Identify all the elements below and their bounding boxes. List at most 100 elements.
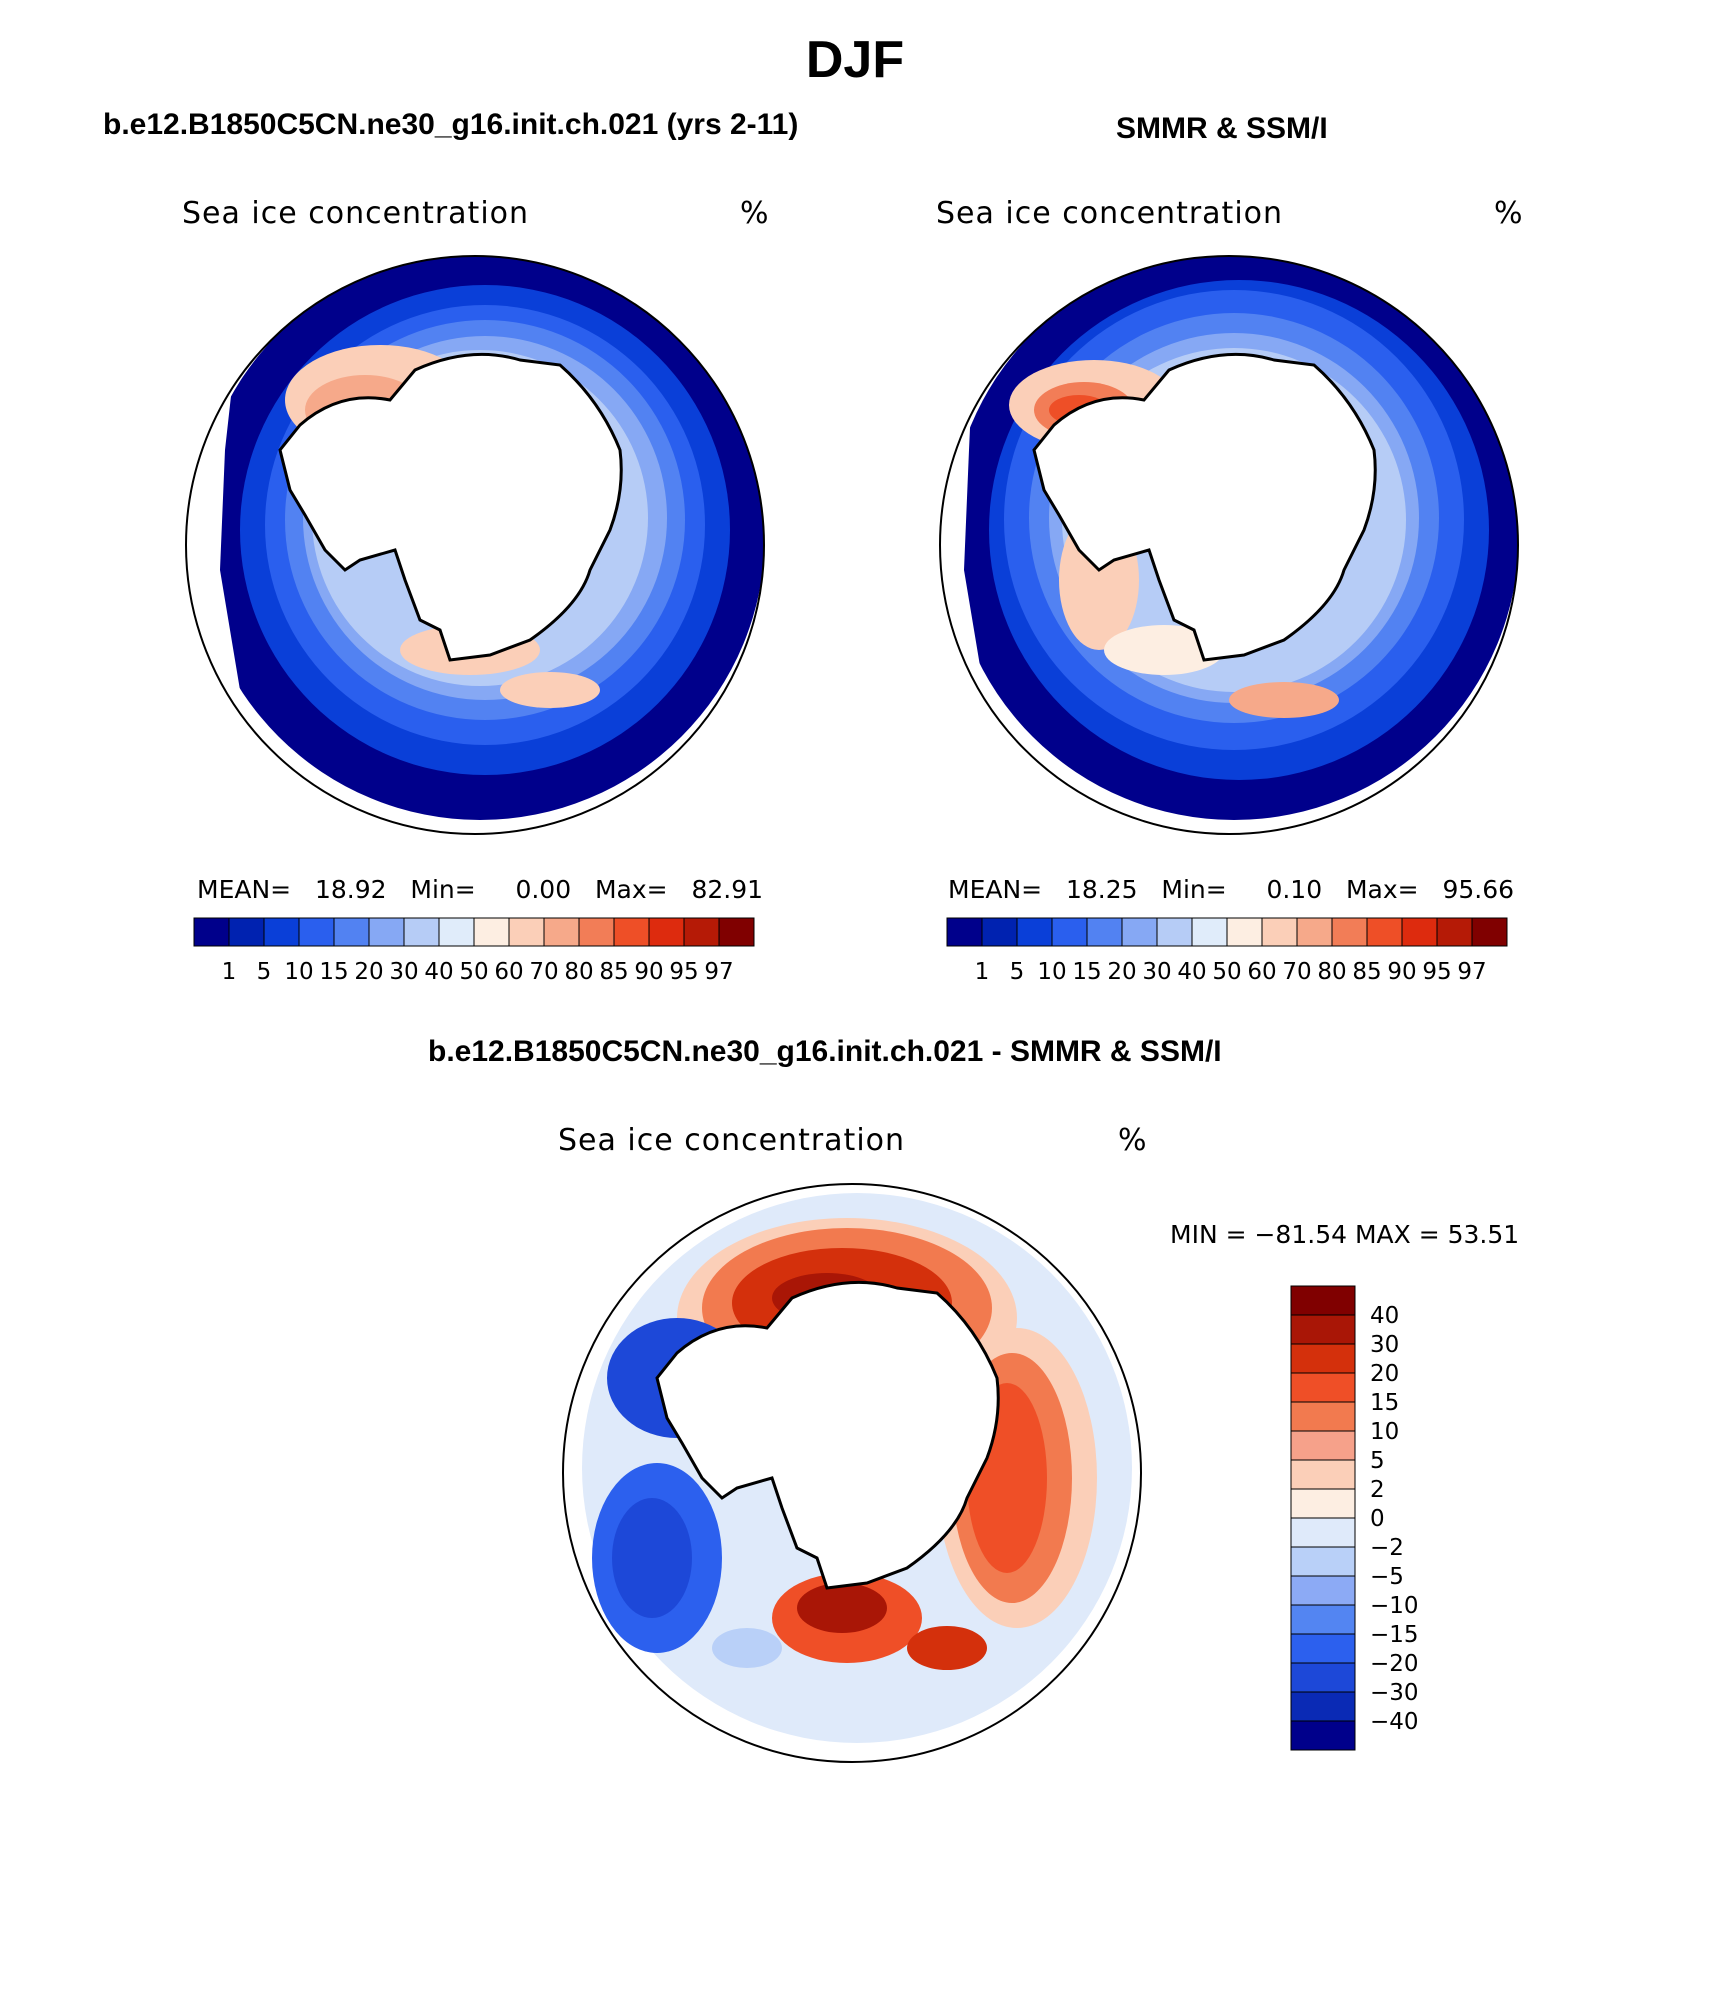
panel2-colorbar-swatch	[1261, 917, 1298, 947]
panel2-colorbar-tick-label: 30	[1142, 959, 1171, 985]
difference-colorbar-swatch	[1290, 1633, 1356, 1664]
panel2-colorbar: 1 5 10 15 20 30 40 50 60 70 80 85 90 95 97	[946, 917, 1508, 985]
difference-colorbar-swatch	[1290, 1401, 1356, 1432]
panel2-colorbar-swatch	[1191, 917, 1228, 947]
difference-colorbar-swatch	[1290, 1343, 1356, 1374]
difference-colorbar-tick-label: 20	[1370, 1361, 1399, 1387]
difference-colorbar-tick-label: −10	[1370, 1593, 1419, 1619]
panel2-antarctica-landmass	[1032, 352, 1377, 662]
difference-colorbar-swatch	[1290, 1604, 1356, 1635]
difference-colorbar-swatch	[1290, 1575, 1356, 1606]
panel1-stats: MEAN= 18.92 Min= 0.00 Max= 82.91	[197, 875, 764, 904]
panel2-colorbar-swatch	[1401, 917, 1438, 947]
difference-colorbar-swatch	[1290, 1488, 1356, 1519]
panel1-colorbar-tick-label: 95	[669, 959, 698, 985]
difference-colorbar-tick-label: 30	[1370, 1332, 1399, 1358]
difference-colorbar-swatch	[1290, 1285, 1356, 1316]
difference-map	[562, 1183, 1142, 1763]
panel2-colorbar-tick-label: 90	[1387, 959, 1416, 985]
difference-map-boundary	[562, 1183, 1142, 1763]
panel2-map-boundary	[939, 255, 1519, 835]
panel1-colorbar-swatch	[473, 917, 510, 947]
panel2-colorbar-tick-label: 15	[1072, 959, 1101, 985]
difference-minmax: MIN = −81.54 MAX = 53.51	[1170, 1220, 1520, 1249]
panel2-stats: MEAN= 18.25 Min= 0.10 Max= 95.66	[948, 875, 1515, 904]
panel1-colorbar-swatch	[648, 917, 685, 947]
panel2-colorbar-swatch	[1086, 917, 1123, 947]
difference-colorbar-tick-label: −2	[1370, 1535, 1404, 1561]
panel1-colorbar-tick-label: 30	[389, 959, 418, 985]
panel1-colorbar-swatch	[543, 917, 580, 947]
panel2-colorbar-swatch	[1366, 917, 1403, 947]
panel1-colorbar-tick-label: 40	[424, 959, 453, 985]
panel2-colorbar-swatch	[1226, 917, 1263, 947]
panel2-colorbar-tick-label: 20	[1107, 959, 1136, 985]
panel2-colorbar-tick-label: 5	[1010, 959, 1025, 985]
panel1-colorbar-swatch	[298, 917, 335, 947]
difference-colorbar-tick-label: 2	[1370, 1477, 1385, 1503]
panel1-antarctica-landmass	[278, 352, 623, 662]
panel1-colorbar-tick-label: 15	[319, 959, 348, 985]
difference-colorbar-tick-label: 5	[1370, 1448, 1385, 1474]
panel1-colorbar: 1 5 10 15 20 30 40 50 60 70 80 85 90 95 97	[193, 917, 755, 985]
difference-colorbar-tick-label: 40	[1370, 1303, 1399, 1329]
panel1-colorbar-swatch	[403, 917, 440, 947]
difference-colorbar-swatch	[1290, 1372, 1356, 1403]
difference-colorbar-swatch	[1290, 1459, 1356, 1490]
panel1-colorbar-swatch	[683, 917, 720, 947]
panel1-colorbar-tick-label: 50	[459, 959, 488, 985]
panel1-colorbar-swatch	[193, 917, 230, 947]
difference-units-label: %	[1118, 1123, 1148, 1158]
difference-colorbar-tick-label: 15	[1370, 1390, 1399, 1416]
panel1-colorbar-swatch	[228, 917, 265, 947]
panel1-colorbar-swatch	[263, 917, 300, 947]
panel1-colorbar-tick-label: 1	[222, 959, 237, 985]
panel1-colorbar-tick-label: 85	[599, 959, 628, 985]
panel2-colorbar-tick-label: 97	[1457, 959, 1486, 985]
panel2-map	[939, 255, 1519, 835]
difference-antarctica-landmass	[655, 1280, 1000, 1590]
panel1-colorbar-swatch	[508, 917, 545, 947]
panel1-units-label: %	[740, 196, 770, 231]
panel2-title: SMMR & SSM/I	[1116, 112, 1328, 145]
panel1-variable-label: Sea ice concentration	[182, 196, 530, 231]
panel2-colorbar-swatch	[1436, 917, 1473, 947]
panel1-map	[185, 255, 765, 835]
panel2-colorbar-swatch	[1331, 917, 1368, 947]
difference-colorbar-swatch	[1290, 1314, 1356, 1345]
panel1-colorbar-tick-label: 20	[354, 959, 383, 985]
panel1-title: b.e12.B1850C5CN.ne30_g16.init.ch.021 (yr…	[103, 108, 799, 141]
panel1-colorbar-swatch	[368, 917, 405, 947]
panel2-colorbar-tick-label: 95	[1422, 959, 1451, 985]
panel1-colorbar-tick-label: 60	[494, 959, 523, 985]
panel2-colorbar-tick-label: 1	[975, 959, 990, 985]
panel2-colorbar-swatch	[1051, 917, 1088, 947]
panel2-colorbar-tick-label: 70	[1282, 959, 1311, 985]
panel1-colorbar-tick-label: 90	[634, 959, 663, 985]
difference-variable-label: Sea ice concentration	[558, 1123, 906, 1158]
panel2-colorbar-tick-label: 85	[1352, 959, 1381, 985]
panel1-colorbar-tick-label: 97	[704, 959, 733, 985]
panel1-colorbar-tick-label: 70	[529, 959, 558, 985]
panel2-units-label: %	[1494, 196, 1524, 231]
difference-colorbar-tick-label: −30	[1370, 1680, 1419, 1706]
panel1-colorbar-tick-label: 80	[564, 959, 593, 985]
panel2-colorbar-swatch	[1296, 917, 1333, 947]
difference-colorbar-swatch	[1290, 1546, 1356, 1577]
difference-colorbar-swatch	[1290, 1517, 1356, 1548]
difference-colorbar-tick-label: −5	[1370, 1564, 1404, 1590]
panel1-colorbar-swatch	[718, 917, 755, 947]
panel1-colorbar-tick-label: 10	[284, 959, 313, 985]
difference-title: b.e12.B1850C5CN.ne30_g16.init.ch.021 - S…	[428, 1035, 1222, 1068]
panel2-colorbar-tick-label: 80	[1317, 959, 1346, 985]
figure-title: DJF	[805, 31, 905, 89]
panel1-colorbar-swatch	[613, 917, 650, 947]
panel2-colorbar-swatch	[981, 917, 1018, 947]
difference-colorbar-swatch	[1290, 1662, 1356, 1693]
panel2-colorbar-tick-label: 60	[1247, 959, 1276, 985]
difference-colorbar-swatch	[1290, 1691, 1356, 1722]
difference-colorbar-tick-label: −20	[1370, 1651, 1419, 1677]
difference-colorbar-swatch	[1290, 1720, 1356, 1751]
panel2-colorbar-swatch	[1471, 917, 1508, 947]
